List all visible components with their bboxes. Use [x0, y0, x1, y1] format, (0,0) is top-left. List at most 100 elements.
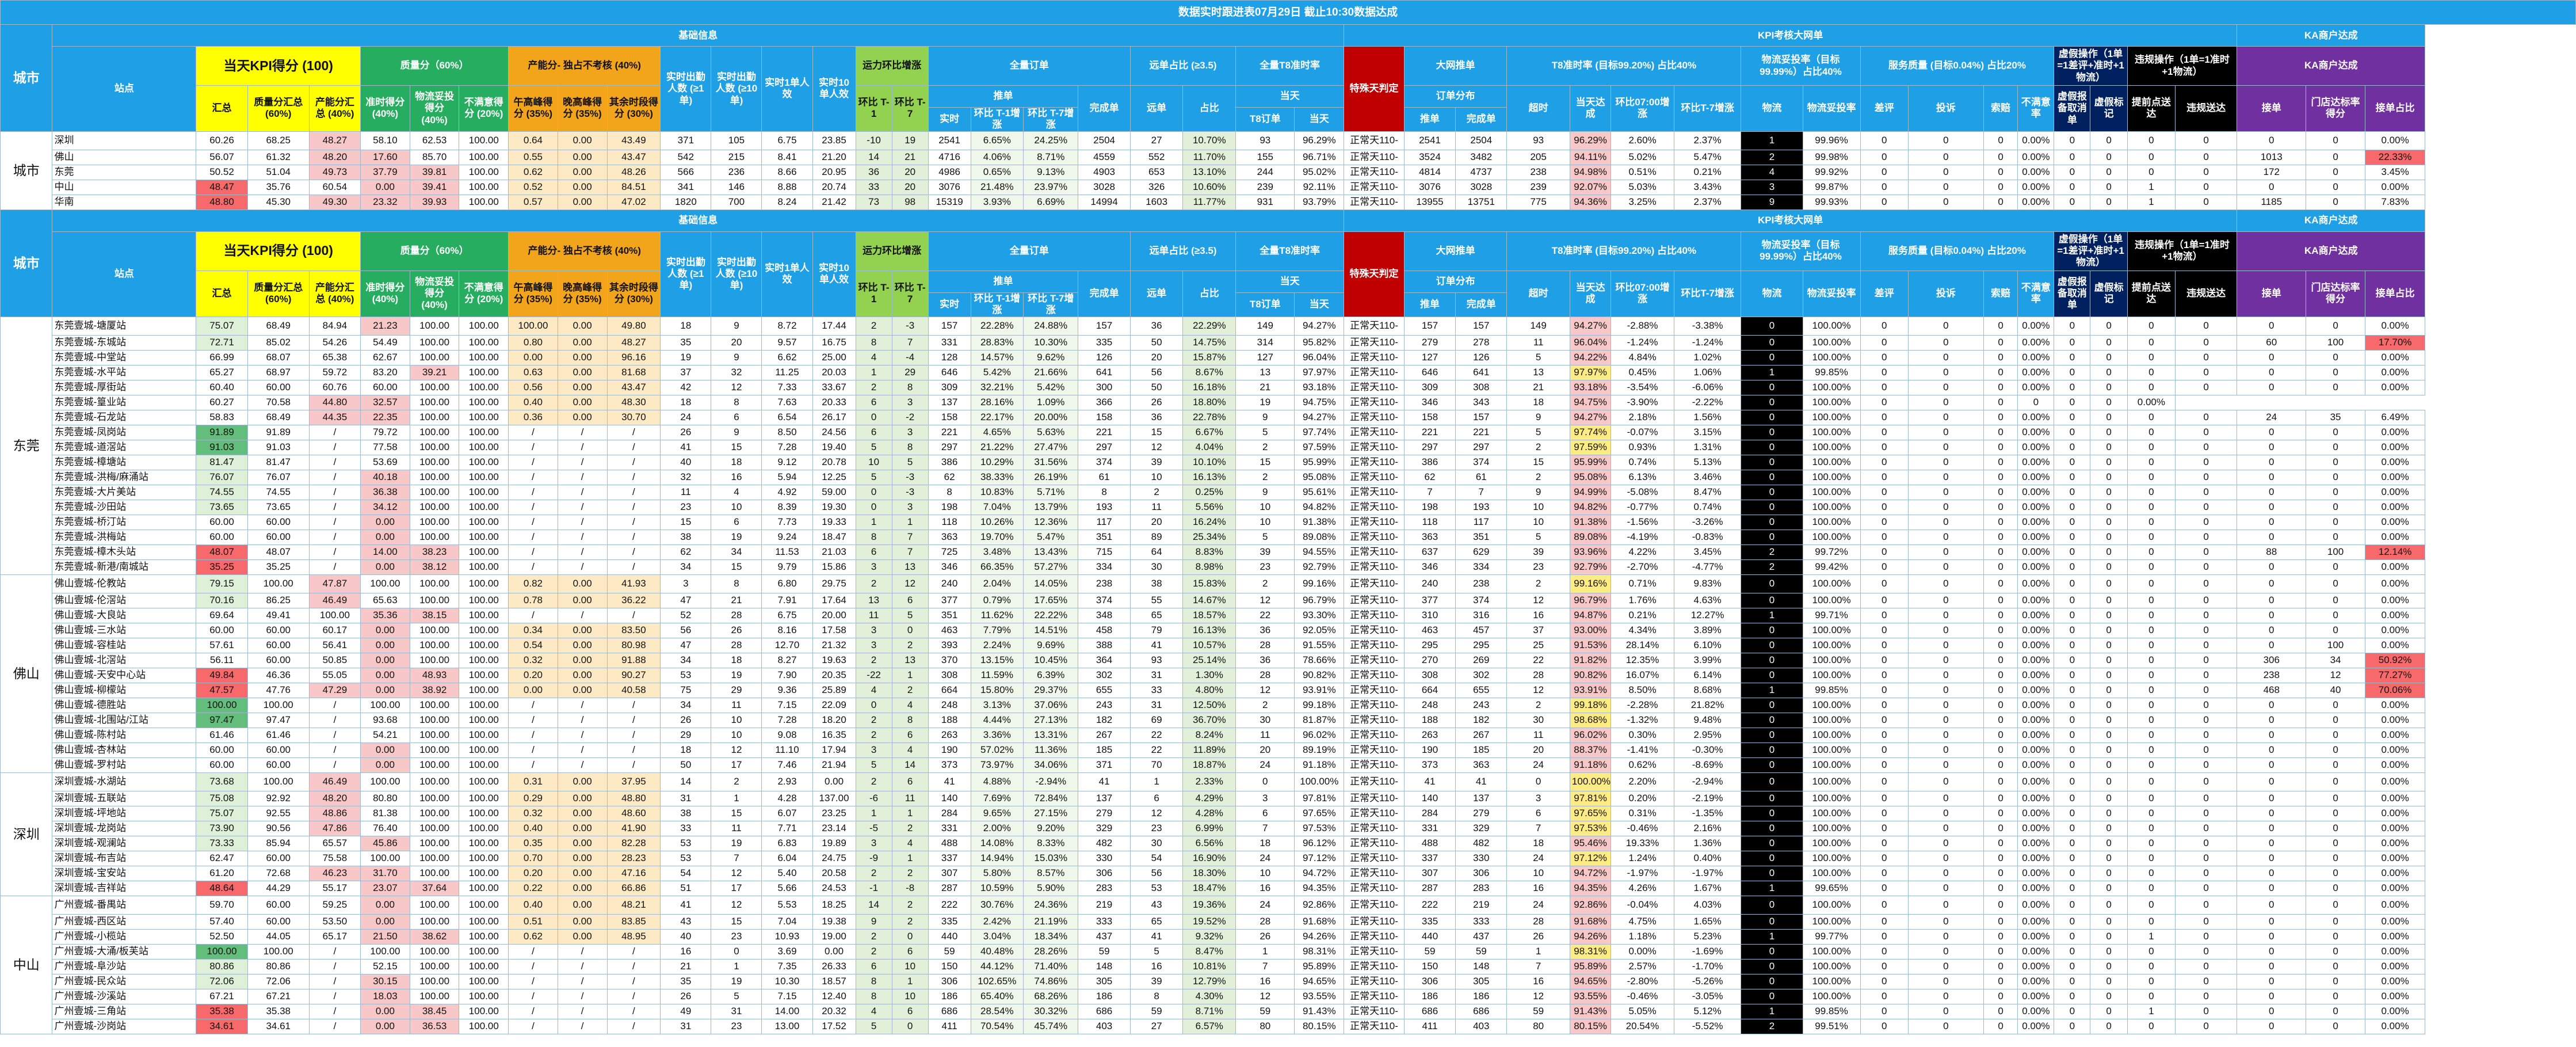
data-cell[interactable]: 100.00%	[1802, 835, 1861, 851]
data-cell[interactable]: 76.07	[196, 469, 248, 485]
noon-peak-header[interactable]: 午高峰得分 (35%)	[508, 270, 558, 317]
data-cell[interactable]: 100.00	[247, 943, 310, 960]
data-cell[interactable]: 92.86%	[1569, 895, 1612, 915]
data-cell[interactable]: 12.27%	[1673, 607, 1742, 623]
data-cell[interactable]: 0	[1983, 757, 2018, 773]
data-cell[interactable]: 9	[1506, 409, 1570, 425]
data-cell[interactable]: 0	[2054, 790, 2091, 806]
data-cell[interactable]: 正常天110-	[1344, 1003, 1405, 1019]
data-cell[interactable]: 0.00%	[2364, 958, 2426, 974]
sum-header[interactable]: 汇总	[196, 85, 248, 132]
station-cell[interactable]: 佛山壹城-容桂站	[52, 637, 197, 653]
data-cell[interactable]: 47.16	[606, 865, 661, 881]
data-cell[interactable]: 21	[1506, 379, 1570, 395]
data-cell[interactable]: 1	[855, 514, 892, 530]
data-cell[interactable]: 96.02%	[1569, 727, 1612, 743]
data-cell[interactable]: 0.74%	[1673, 499, 1742, 515]
data-cell[interactable]: 17.58	[812, 622, 856, 638]
data-cell[interactable]: 8.39	[761, 499, 813, 515]
data-cell[interactable]: 0	[1983, 850, 2018, 866]
data-cell[interactable]: 0.40	[508, 820, 558, 836]
data-cell[interactable]: 4	[891, 835, 929, 851]
data-cell[interactable]: 50.92%	[2364, 652, 2426, 668]
data-cell[interactable]: 6.62	[761, 349, 813, 366]
attendance-1-header[interactable]: 实时出勤人数 (≥1单)	[660, 231, 712, 317]
data-cell[interactable]: 7.63	[761, 394, 813, 410]
data-cell[interactable]: 97.53%	[1569, 820, 1612, 836]
data-cell[interactable]: 4.26%	[1611, 880, 1674, 896]
data-cell[interactable]: 0	[2237, 943, 2307, 960]
data-cell[interactable]: 41	[660, 439, 712, 455]
data-cell[interactable]: 0	[2127, 149, 2176, 165]
data-cell[interactable]: 3	[1506, 790, 1570, 806]
data-cell[interactable]: 0	[2090, 895, 2128, 915]
data-cell[interactable]: 27	[1129, 131, 1184, 150]
data-cell[interactable]: 59	[1506, 1003, 1570, 1019]
data-cell[interactable]: 49.41	[247, 607, 310, 623]
data-cell[interactable]: 0.00%	[2017, 592, 2055, 608]
data-cell[interactable]: 0.00%	[2364, 379, 2426, 395]
data-cell[interactable]: 66.35%	[970, 559, 1024, 575]
data-cell[interactable]: 100.00	[308, 607, 361, 623]
data-cell[interactable]: 91.82%	[1569, 652, 1612, 668]
data-cell[interactable]: 0	[1741, 697, 1803, 713]
data-cell[interactable]: 47.02	[606, 194, 661, 210]
data-cell[interactable]: 1185	[2237, 194, 2307, 210]
data-cell[interactable]: 65.40%	[970, 988, 1024, 1004]
station-cell[interactable]: 佛山壹城-北滘站	[52, 652, 197, 668]
data-cell[interactable]: 0.00	[557, 379, 608, 395]
data-cell[interactable]: /	[508, 529, 558, 545]
data-cell[interactable]: 0.00	[557, 895, 608, 915]
data-cell[interactable]: 137	[928, 394, 971, 410]
data-cell[interactable]: 100.00%	[1802, 349, 1861, 366]
data-cell[interactable]: 93.68	[360, 712, 410, 728]
data-cell[interactable]: -4.77%	[1673, 559, 1742, 575]
data-cell[interactable]: 0	[2054, 928, 2091, 945]
illegal-deliver-header[interactable]: 违规送达	[2175, 270, 2238, 317]
data-cell[interactable]: 4	[855, 1003, 892, 1019]
station-cell[interactable]: 佛山壹城-伦教站	[52, 574, 197, 593]
data-cell[interactable]: 0.00%	[2017, 316, 2055, 336]
data-cell[interactable]: 93.18%	[1294, 379, 1345, 395]
data-cell[interactable]: 18.87%	[1182, 757, 1237, 773]
data-cell[interactable]: 34.06%	[1023, 757, 1079, 773]
data-cell[interactable]: 100.00	[409, 379, 460, 395]
data-cell[interactable]: 0.79%	[970, 592, 1024, 608]
data-cell[interactable]: /	[606, 529, 661, 545]
data-cell[interactable]: 43.47	[606, 379, 661, 395]
data-cell[interactable]: 0	[2237, 697, 2307, 713]
ontime-score-header[interactable]: 准时得分 (40%)	[360, 270, 410, 317]
data-cell[interactable]: -10	[855, 131, 892, 150]
data-cell[interactable]: 100.00%	[1802, 895, 1861, 915]
data-cell[interactable]: 11.10	[761, 742, 813, 758]
data-cell[interactable]: 0	[1907, 772, 1984, 791]
data-cell[interactable]: 3	[1741, 179, 1803, 195]
data-cell[interactable]: 0	[2306, 1018, 2365, 1034]
data-cell[interactable]: 0	[2127, 958, 2176, 974]
data-cell[interactable]: 5	[855, 1018, 892, 1034]
data-cell[interactable]: 0.00%	[2017, 179, 2055, 195]
data-cell[interactable]: 100.00	[409, 988, 460, 1004]
data-cell[interactable]: 13	[891, 559, 929, 575]
claim-header[interactable]: 索赔	[1983, 270, 2018, 317]
data-cell[interactable]: 21.03	[812, 544, 856, 560]
data-cell[interactable]: 0.00%	[2017, 1003, 2055, 1019]
data-cell[interactable]: 正常天110-	[1344, 790, 1405, 806]
data-cell[interactable]: 正常天110-	[1344, 559, 1405, 575]
data-cell[interactable]: 3	[855, 622, 892, 638]
data-cell[interactable]: 65	[1129, 607, 1184, 623]
fake-mark-header[interactable]: 虚假标记	[2090, 270, 2128, 317]
data-cell[interactable]: 158	[928, 409, 971, 425]
data-cell[interactable]: 0.00	[557, 652, 608, 668]
data-cell[interactable]: 0.00%	[2364, 131, 2426, 150]
data-cell[interactable]: 99.18%	[1569, 697, 1612, 713]
data-cell[interactable]: /	[606, 439, 661, 455]
data-cell[interactable]: 16	[1235, 973, 1295, 989]
data-cell[interactable]: 0.00	[812, 943, 856, 960]
data-cell[interactable]: /	[508, 607, 558, 623]
data-cell[interactable]: 0	[2054, 667, 2091, 683]
data-cell[interactable]: 31.70	[360, 865, 410, 881]
data-cell[interactable]: 186	[1403, 988, 1456, 1004]
data-cell[interactable]: 0.40	[508, 895, 558, 915]
data-cell[interactable]: 0	[1741, 913, 1803, 930]
